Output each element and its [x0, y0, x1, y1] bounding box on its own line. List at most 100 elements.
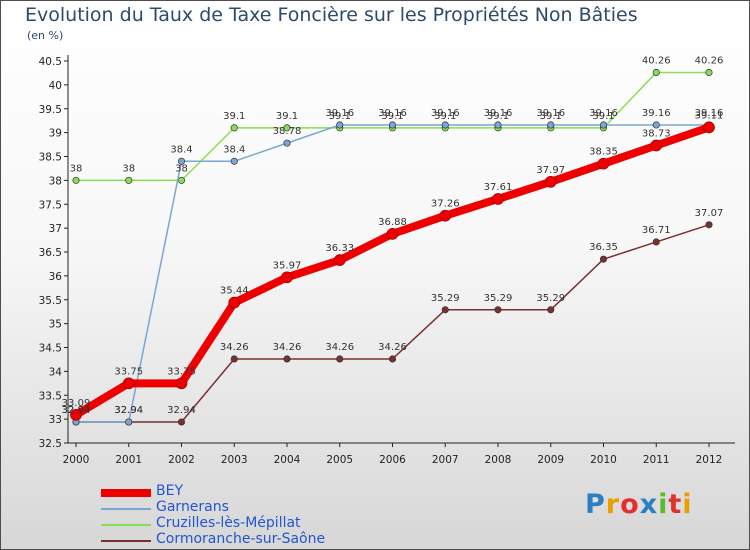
- data-label: 32.94: [114, 405, 143, 416]
- y-tick-label: 38: [49, 175, 62, 187]
- x-tick-label: 2005: [326, 454, 353, 466]
- data-point: [230, 355, 238, 363]
- data-label: 32.94: [62, 405, 91, 416]
- data-label: 38.73: [642, 129, 671, 140]
- x-tick-label: 2001: [115, 454, 142, 466]
- data-point: [177, 176, 186, 184]
- data-label: 39.16: [378, 108, 407, 119]
- x-tick-label: 2006: [379, 454, 406, 466]
- data-label: 35.97: [273, 260, 302, 271]
- logo-letter: x: [639, 489, 659, 520]
- data-point: [230, 124, 238, 132]
- logo-letter: o: [620, 489, 640, 520]
- legend-label: BEY: [156, 483, 184, 499]
- data-point: [492, 193, 504, 205]
- data-label: 39.16: [484, 108, 513, 119]
- y-tick-label: 33: [49, 414, 62, 426]
- data-point: [72, 176, 80, 184]
- data-point: [547, 306, 555, 314]
- logo-letter: t: [668, 489, 683, 520]
- data-label: 39.1: [223, 111, 245, 122]
- data-point: [281, 271, 293, 284]
- data-label: 38.4: [223, 144, 245, 155]
- data-point: [650, 139, 663, 152]
- data-point: [283, 355, 291, 363]
- data-label: 32.94: [167, 405, 196, 416]
- data-label: 34.26: [378, 342, 407, 353]
- x-tick-label: 2008: [485, 454, 512, 466]
- data-point: [705, 68, 713, 77]
- data-point: [388, 355, 397, 363]
- y-tick-label: 33.5: [39, 390, 62, 402]
- x-tick-label: 2009: [537, 454, 564, 466]
- data-label: 39.1: [381, 111, 403, 122]
- data-point: [70, 408, 82, 421]
- series-garnerans: [72, 121, 713, 426]
- data-point: [228, 296, 241, 309]
- data-label: 36.35: [589, 242, 618, 253]
- data-label: 33.09: [62, 398, 91, 409]
- data-label: 35.29: [536, 293, 565, 304]
- data-point: [125, 418, 133, 426]
- legend-label: Cormoranche-sur-Saône: [156, 531, 326, 547]
- data-label: 39.16: [695, 108, 724, 119]
- data-label: 38: [175, 163, 188, 174]
- logo-letter: P: [585, 489, 606, 520]
- logo-letter: r: [605, 489, 621, 520]
- data-point: [230, 157, 238, 165]
- data-label: 36.88: [378, 217, 407, 228]
- data-label: 35.44: [220, 286, 249, 297]
- y-tick-label: 34.5: [39, 343, 62, 355]
- y-tick-label: 40: [49, 80, 62, 92]
- x-tick-label: 2012: [696, 454, 723, 466]
- data-label: 32.94: [62, 405, 91, 416]
- data-point: [703, 121, 715, 134]
- data-label: 38.78: [273, 126, 302, 137]
- data-label: 33.75: [167, 366, 196, 377]
- x-tick-label: 2002: [168, 454, 195, 466]
- y-tick-label: 32.5: [39, 438, 62, 450]
- data-label: 37.07: [695, 208, 724, 219]
- data-label: 35.29: [484, 293, 513, 304]
- data-label: 37.97: [536, 165, 565, 176]
- data-label: 39.16: [589, 108, 618, 119]
- data-point: [177, 418, 186, 426]
- data-label: 34.26: [325, 342, 354, 353]
- data-point: [175, 377, 188, 390]
- chart-subtitle: (en %): [27, 29, 64, 42]
- data-label: 32.94: [114, 405, 143, 416]
- data-label: 34.26: [220, 342, 249, 353]
- data-point: [439, 209, 452, 222]
- data-point: [177, 157, 186, 165]
- y-tick-label: 39: [49, 128, 62, 140]
- data-point: [333, 254, 346, 266]
- data-label: 37.26: [431, 199, 460, 210]
- data-label: 36.71: [642, 225, 671, 236]
- data-point: [441, 306, 449, 314]
- legend-swatch: [101, 540, 151, 542]
- data-point: [494, 306, 502, 314]
- data-label: 33.75: [114, 366, 143, 377]
- x-tick-label: 2010: [590, 454, 617, 466]
- proxiti-logo: Proxiti: [585, 489, 693, 520]
- y-tick-label: 37.5: [39, 199, 62, 211]
- data-label: 38.35: [589, 147, 618, 158]
- data-point: [652, 68, 660, 77]
- data-label: 39.1: [434, 111, 456, 122]
- logo-letter: i: [682, 489, 693, 520]
- data-label: 36.33: [325, 243, 354, 254]
- series-bey: [70, 121, 715, 421]
- y-tick-label: 40.5: [39, 56, 62, 68]
- x-tick-label: 2007: [432, 454, 459, 466]
- series-line: [75, 224, 710, 423]
- data-point: [283, 124, 291, 132]
- legend-label: Cruzilles-lès-Mépillat: [156, 515, 301, 531]
- data-point: [652, 121, 660, 129]
- data-point: [283, 139, 291, 147]
- data-point: [125, 176, 133, 184]
- legend-swatch: [101, 508, 151, 510]
- y-tick-label: 35.5: [39, 295, 62, 307]
- data-label: 39.1: [487, 111, 509, 122]
- logo-letter: i: [658, 489, 669, 520]
